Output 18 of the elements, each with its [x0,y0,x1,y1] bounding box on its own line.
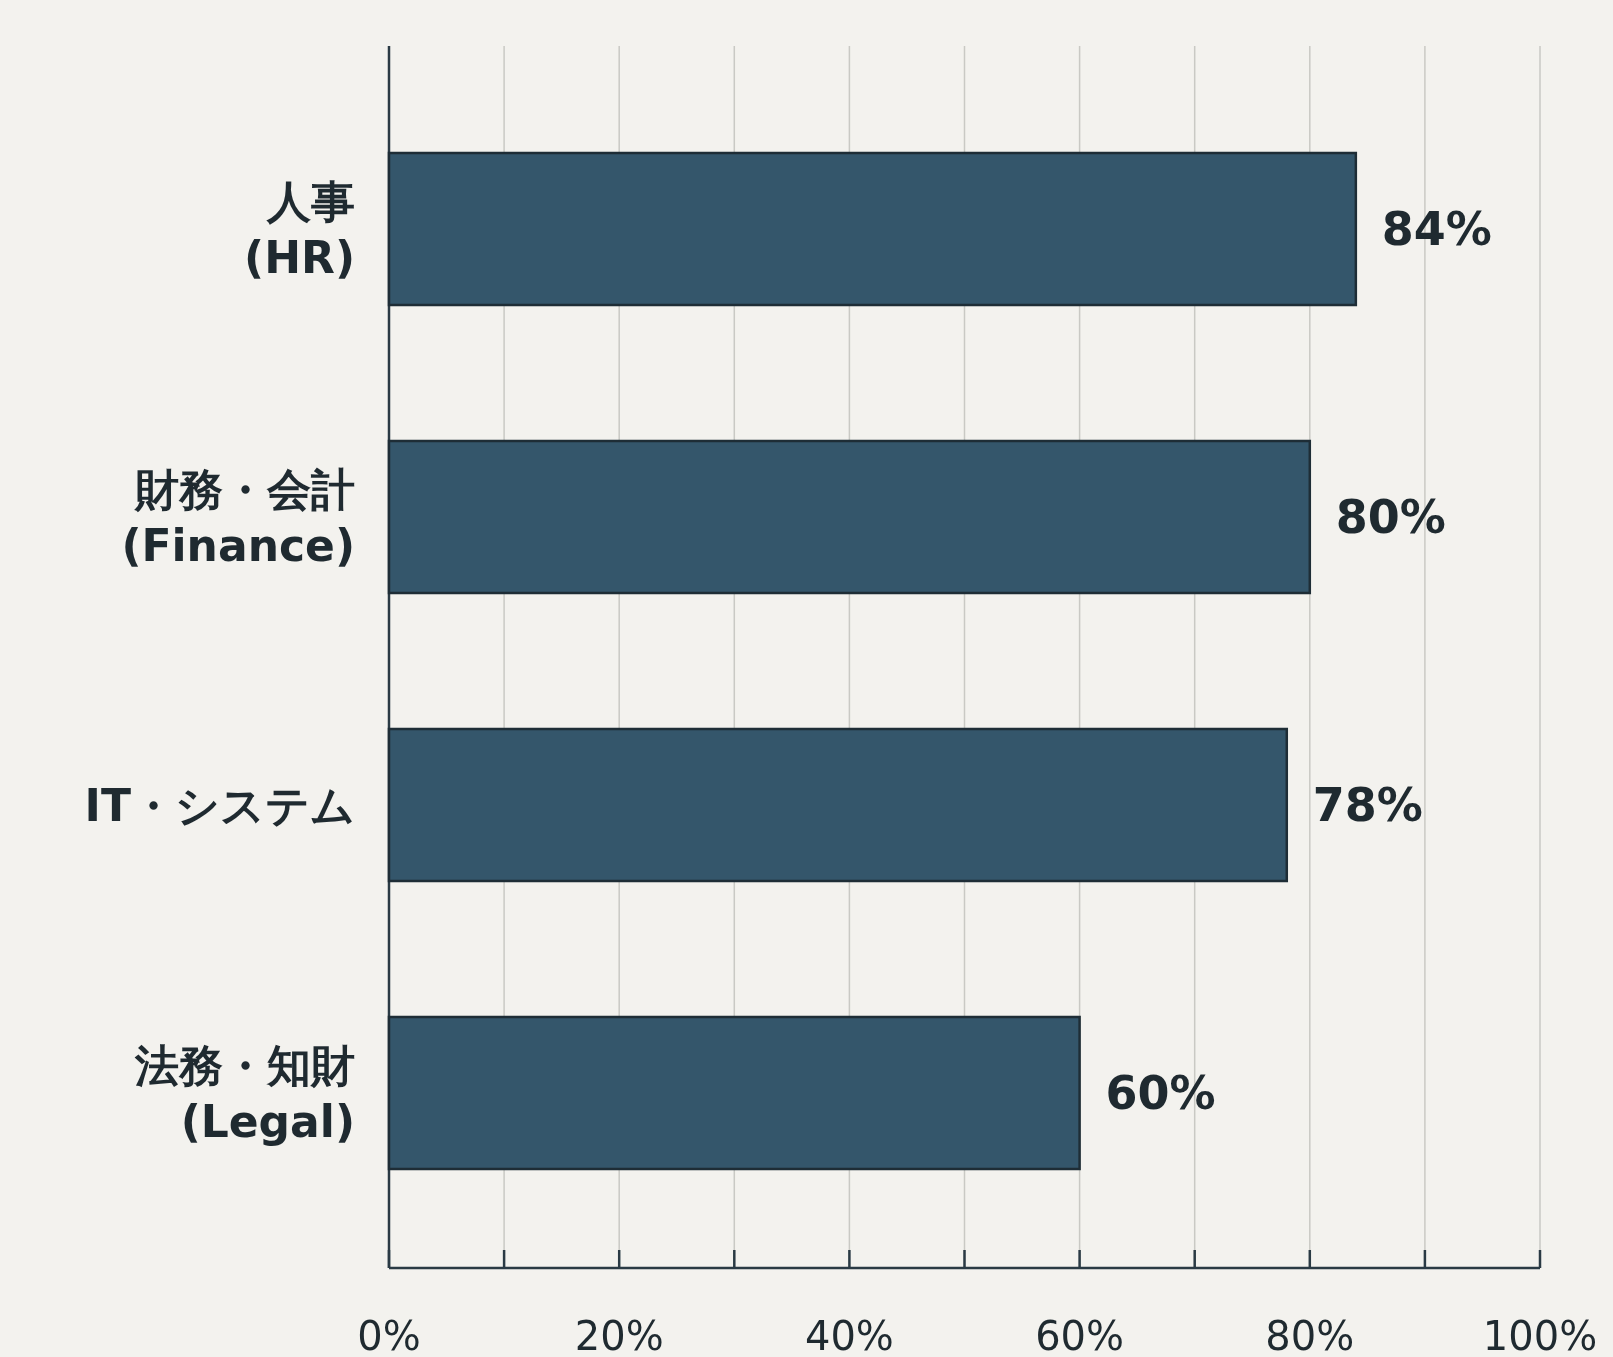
x-tick-label: 100% [1482,1313,1598,1357]
bar [387,727,1289,883]
x-tick-label: 20% [574,1313,664,1357]
y-tick-label: 財務・会計 (Finance) [121,464,355,571]
x-tick-label: 80% [1265,1313,1355,1357]
x-tick-label: 60% [1035,1313,1125,1357]
bar [387,1015,1081,1171]
bar [387,439,1312,595]
data-label: 78% [1312,778,1423,832]
data-label: 80% [1335,490,1446,544]
y-tick-label: IT・システム [84,780,355,831]
data-label: 84% [1381,202,1492,256]
x-tick-label: 0% [357,1313,421,1357]
x-tick-label: 40% [804,1313,894,1357]
bar [387,151,1358,307]
y-tick-label: 法務・知財 (Legal) [134,1040,355,1147]
data-label: 60% [1105,1066,1216,1120]
y-tick-label: 人事 (HR) [244,176,355,283]
